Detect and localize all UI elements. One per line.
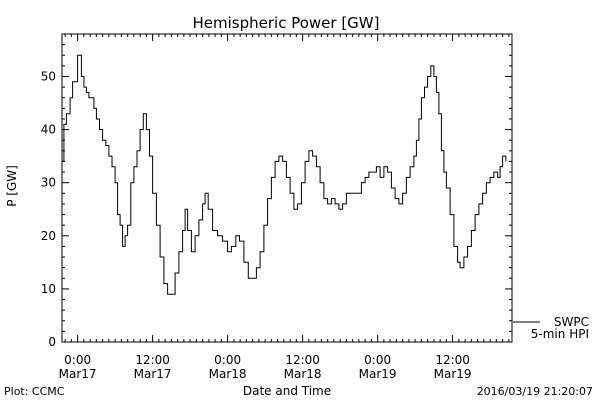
y-axis: 0 10 20 30 40 50 bbox=[41, 33, 512, 349]
x-tick-label-time: 0:00 bbox=[214, 353, 241, 367]
y-tick-label: 30 bbox=[41, 176, 56, 190]
x-tick-label-date: Mar19 bbox=[359, 367, 397, 381]
x-tick-label-date: Mar18 bbox=[209, 367, 247, 381]
x-tick-label-time: 0:00 bbox=[364, 353, 391, 367]
x-tick-label-date: Mar19 bbox=[434, 367, 472, 381]
x-axis-label: Date and Time bbox=[243, 384, 331, 398]
y-axis-label: P [GW] bbox=[5, 165, 19, 207]
plot-frame bbox=[61, 33, 513, 343]
x-tick-label-date: Mar17 bbox=[134, 367, 172, 381]
series-layer bbox=[62, 54, 507, 295]
chart-title: Hemispheric Power [GW] bbox=[193, 14, 380, 32]
x-tick-label-time: 12:00 bbox=[285, 353, 320, 367]
footer-right: 2016/03/19 21:20:07 bbox=[477, 385, 593, 398]
x-axis: 0:00Mar1712:00Mar170:00Mar1812:00Mar180:… bbox=[59, 34, 510, 381]
legend-series-subname: 5-min HPI bbox=[531, 327, 589, 341]
x-tick-label-time: 0:00 bbox=[64, 353, 91, 367]
x-tick-label-time: 12:00 bbox=[135, 353, 170, 367]
y-tick-label: 0 bbox=[48, 335, 56, 349]
legend: SWPC 5-min HPI bbox=[513, 315, 589, 341]
y-tick-label: 50 bbox=[41, 69, 56, 83]
x-tick-label-time: 12:00 bbox=[435, 353, 470, 367]
y-tick-label: 10 bbox=[41, 282, 56, 296]
footer-left: Plot: CCMC bbox=[4, 385, 65, 398]
y-tick-label: 20 bbox=[41, 229, 56, 243]
legend-series-name: SWPC bbox=[554, 315, 589, 329]
x-tick-label-date: Mar18 bbox=[284, 367, 322, 381]
x-tick-label-date: Mar17 bbox=[59, 367, 97, 381]
series-line-swpc bbox=[62, 54, 507, 295]
y-tick-label: 40 bbox=[41, 123, 56, 137]
